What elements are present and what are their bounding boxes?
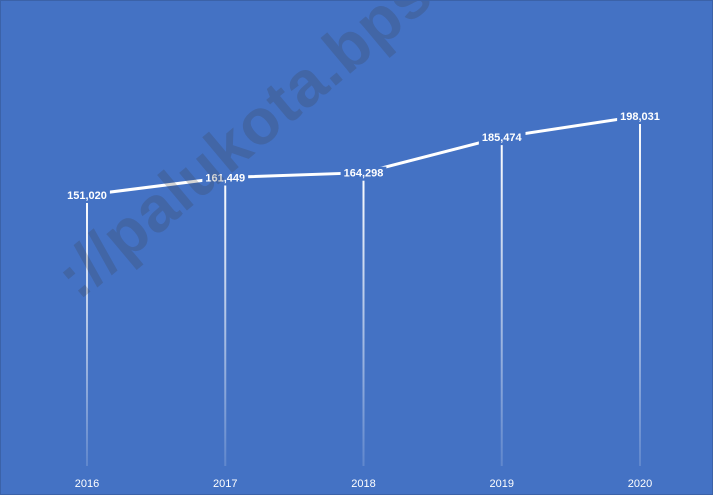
data-label-2017: 161,449 — [205, 172, 245, 184]
data-label-bg-2017 — [202, 171, 249, 186]
drop-line-2019 — [500, 137, 503, 466]
data-label-bg-2020 — [617, 110, 663, 124]
drop-line-2016 — [86, 195, 88, 466]
data-label-2016: 151,020 — [67, 190, 107, 202]
x-tick-label-2020: 2020 — [628, 478, 652, 490]
data-label-bg-2018 — [340, 166, 387, 181]
x-tick-label-2019: 2019 — [490, 478, 514, 490]
data-label-bg-2016 — [64, 189, 110, 203]
drop-line-2017 — [224, 177, 227, 467]
data-label-2018: 164,298 — [344, 168, 384, 180]
data-label-bg-2019 — [478, 131, 526, 146]
x-tick-label-2017: 2017 — [213, 478, 237, 490]
x-tick-label-2016: 2016 — [75, 478, 99, 490]
data-label-2019: 185,474 — [482, 132, 523, 144]
x-tick-label-2018: 2018 — [351, 478, 375, 490]
data-label-2020: 198,031 — [620, 111, 660, 123]
drop-line-2018 — [362, 172, 365, 466]
drop-line-2020 — [639, 116, 641, 466]
